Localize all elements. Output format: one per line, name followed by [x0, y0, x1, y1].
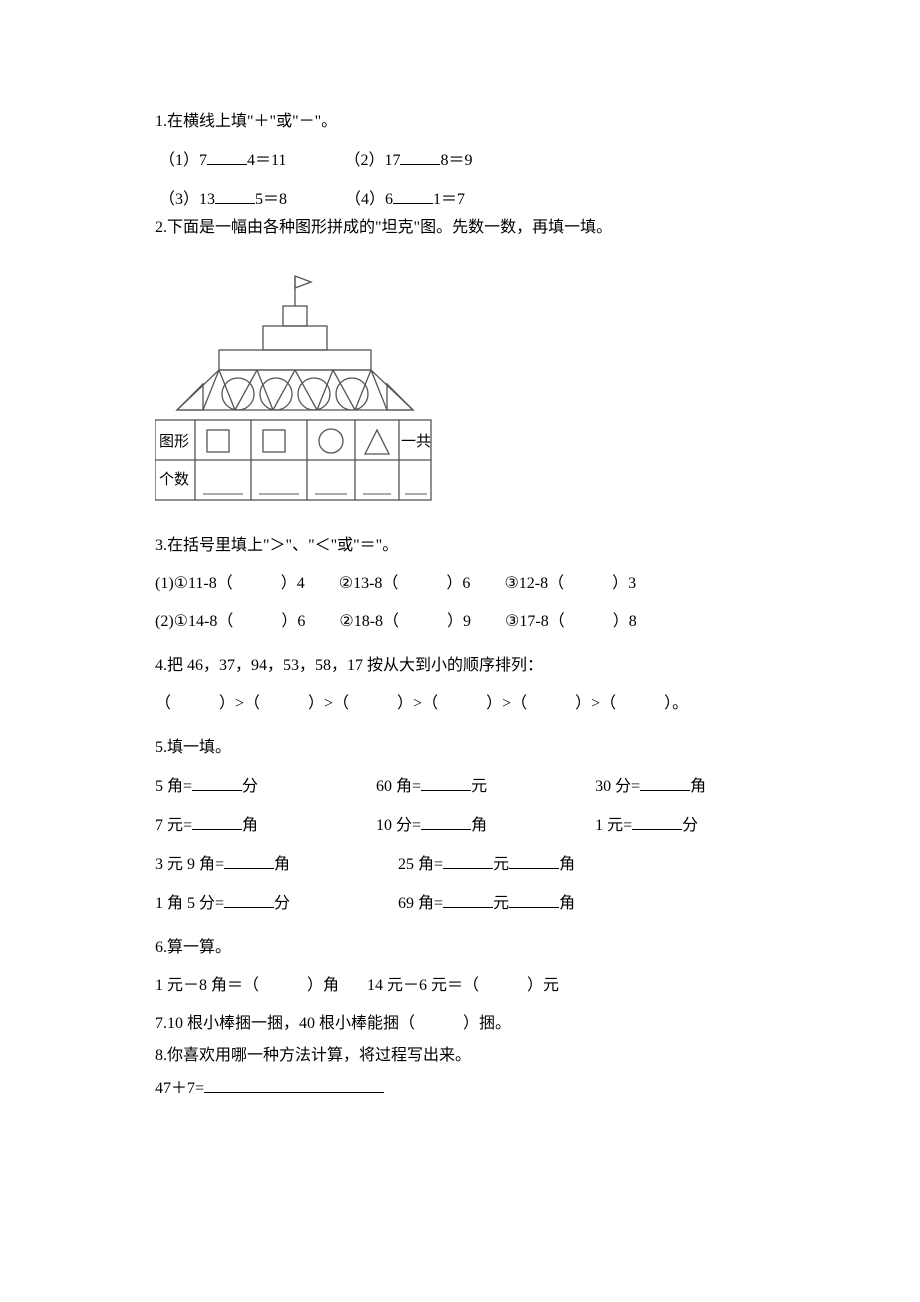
q5-2a-pre: 7 元= — [155, 817, 192, 834]
q5-3b-suf: 角 — [559, 856, 575, 873]
q5-4b-blank2[interactable] — [509, 891, 559, 908]
q5-4a-pre: 1 角 5 分= — [155, 895, 224, 912]
worksheet-page: 1.在横线上填"＋"或"－"。 （1）7 4＝11 （2）17 8＝9 （3）13 5… — [0, 0, 920, 1302]
q6-a: 1 元－8 角＝（ ）角 — [155, 977, 339, 994]
q1-1-suf: 4＝11 — [247, 152, 286, 169]
q3-1-3: ③12-8（ ）3 — [504, 575, 636, 592]
q7-prompt: 7.10 根小棒捆一捆，40 根小棒能捆（ ）捆。 — [155, 1012, 780, 1036]
q3-1-1: (1)①11-8（ ）4 — [155, 575, 305, 592]
table-row2-label: 个数 — [159, 471, 189, 488]
q5-4a-blank[interactable] — [224, 891, 274, 908]
q5-4b-mid: 元 — [493, 895, 509, 912]
q1-row1: （1）7 4＝11 （2）17 8＝9 — [155, 148, 780, 173]
q2-prompt: 2.下面是一幅由各种图形拼成的"坦克"图。先数一数，再填一填。 — [155, 216, 780, 240]
q5-row3: 3 元 9 角= 角 25 角= 元 角 — [155, 852, 780, 877]
q5-2a-blank[interactable] — [192, 813, 242, 830]
q5-row1: 5 角= 分 60 角= 元 30 分= 角 — [155, 774, 780, 799]
q5-1a-suf: 分 — [242, 778, 258, 795]
q6-row: 1 元－8 角＝（ ）角 14 元－6 元＝（ ）元 — [155, 974, 780, 998]
q5-row4: 1 角 5 分= 分 69 角= 元 角 — [155, 891, 780, 916]
q5-1c-pre: 30 分= — [595, 778, 640, 795]
q5-3b-mid: 元 — [493, 856, 509, 873]
q1-4-pre: （4）6 — [345, 191, 393, 208]
q1-row2: （3）13 5＝8 （4）6 1＝7 — [155, 187, 780, 212]
q5-1a-pre: 5 角= — [155, 778, 192, 795]
q4-line: （ ）>（ ）>（ ）>（ ）>（ ）>（ ）。 — [155, 692, 780, 716]
table-row1-label: 图形 — [159, 433, 189, 450]
q3-2-3: ③17-8（ ）8 — [505, 613, 637, 630]
q1-2-suf: 8＝9 — [440, 152, 472, 169]
q1-prompt: 1.在横线上填"＋"或"－"。 — [155, 110, 780, 134]
q5-3b-blank2[interactable] — [509, 852, 559, 869]
q5-1b-suf: 元 — [471, 778, 487, 795]
q5-1c-suf: 角 — [690, 778, 706, 795]
q4-prompt: 4.把 46，37，94，53，58，17 按从大到小的顺序排列： — [155, 654, 780, 678]
q5-4b-blank1[interactable] — [443, 891, 493, 908]
q5-4b-suf: 角 — [559, 895, 575, 912]
q5-4a-suf: 分 — [274, 895, 290, 912]
q5-2c-pre: 1 元= — [595, 817, 632, 834]
q5-2b-blank[interactable] — [421, 813, 471, 830]
q6-prompt: 6.算一算。 — [155, 936, 780, 960]
q5-2b-pre: 10 分= — [376, 817, 421, 834]
q1-1-blank[interactable] — [207, 148, 247, 165]
q5-3a-suf: 角 — [274, 856, 290, 873]
tank-figure: 图形 个数 一共 — [155, 270, 780, 510]
q5-2b-suf: 角 — [471, 817, 487, 834]
q5-3a-pre: 3 元 9 角= — [155, 856, 224, 873]
q1-4-blank[interactable] — [393, 187, 433, 204]
q8-expr: 47＋7= — [155, 1080, 204, 1097]
q5-1c-blank[interactable] — [640, 774, 690, 791]
q5-4b-pre: 69 角= — [398, 895, 443, 912]
q5-3b-pre: 25 角= — [398, 856, 443, 873]
q5-1a-blank[interactable] — [192, 774, 242, 791]
q1-3-pre: （3）13 — [159, 191, 215, 208]
q8-blank[interactable] — [204, 1076, 384, 1093]
q1-3-suf: 5＝8 — [255, 191, 287, 208]
q8-prompt: 8.你喜欢用哪一种方法计算，将过程写出来。 — [155, 1044, 780, 1068]
table-col-last: 一共 — [401, 433, 431, 450]
q5-prompt: 5.填一填。 — [155, 736, 780, 760]
q6-b: 14 元－6 元＝（ ）元 — [367, 977, 559, 994]
q3-2-2: ②18-8（ ）9 — [339, 613, 471, 630]
q5-row2: 7 元= 角 10 分= 角 1 元= 分 — [155, 813, 780, 838]
q5-3a-blank[interactable] — [224, 852, 274, 869]
q3-prompt: 3.在括号里填上"＞"、"＜"或"＝"。 — [155, 534, 780, 558]
q5-1b-pre: 60 角= — [376, 778, 421, 795]
q1-4-suf: 1＝7 — [433, 191, 465, 208]
q3-1-2: ②13-8（ ）6 — [339, 575, 471, 592]
q3-row2: (2)①14-8（ ）6 ②18-8（ ）9 ③17-8（ ）8 — [155, 610, 780, 634]
q3-2-1: (2)①14-8（ ）6 — [155, 613, 305, 630]
q8-expr-row: 47＋7= — [155, 1076, 780, 1101]
q1-2-blank[interactable] — [400, 148, 440, 165]
q5-3b-blank1[interactable] — [443, 852, 493, 869]
q5-1b-blank[interactable] — [421, 774, 471, 791]
tank-svg: 图形 个数 一共 — [155, 270, 435, 510]
q3-row1: (1)①11-8（ ）4 ②13-8（ ）6 ③12-8（ ）3 — [155, 572, 780, 596]
q5-2c-blank[interactable] — [632, 813, 682, 830]
q1-3-blank[interactable] — [215, 187, 255, 204]
q5-2c-suf: 分 — [682, 817, 698, 834]
q5-2a-suf: 角 — [242, 817, 258, 834]
q1-1-pre: （1）7 — [159, 152, 207, 169]
q1-2-pre: （2）17 — [344, 152, 400, 169]
